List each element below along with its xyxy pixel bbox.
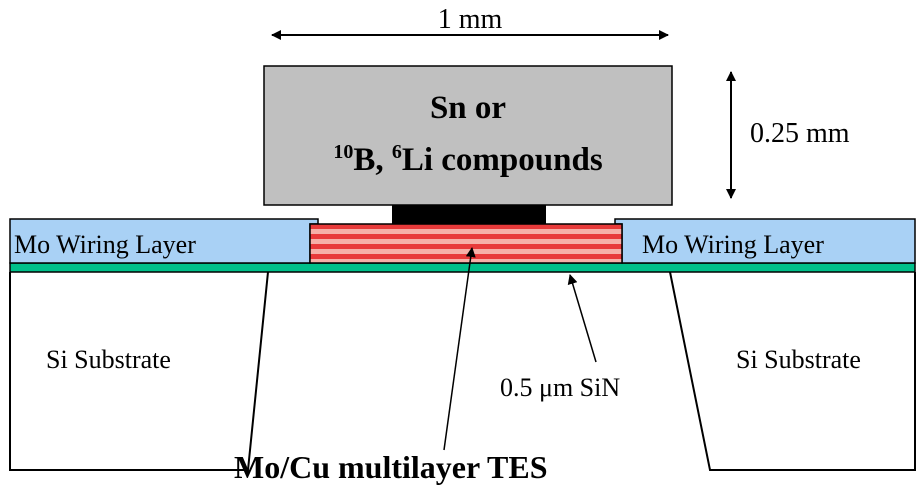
substrate-label-right: Si Substrate: [736, 345, 861, 374]
b10-superscript: 10: [333, 141, 353, 163]
wiring-label-right: Mo Wiring Layer: [642, 230, 824, 259]
absorber-label-line1: Sn or: [430, 90, 506, 126]
sin-pointer: [567, 274, 597, 363]
width-dimension-label: 1 mm: [438, 4, 503, 35]
absorber-bond: [392, 205, 546, 224]
tes-multilayer: [309, 223, 623, 264]
sin-label: 0.5 μm SiN: [500, 373, 620, 402]
wiring-label-left: Mo Wiring Layer: [14, 230, 196, 259]
substrate-label-left: Si Substrate: [46, 345, 171, 374]
substrate-left: [9, 271, 269, 471]
sin-layer: [9, 262, 916, 273]
tes-label: Mo/Cu multilayer TES: [234, 449, 548, 485]
height-dimension-label: 0.25 mm: [750, 118, 850, 149]
substrate-right: [669, 271, 916, 471]
tes-pointer: [443, 247, 476, 451]
absorber-label-line2: 10B, 6Li compounds: [333, 141, 602, 178]
li6-superscript: 6: [392, 141, 402, 163]
absorber-block: [263, 65, 673, 206]
